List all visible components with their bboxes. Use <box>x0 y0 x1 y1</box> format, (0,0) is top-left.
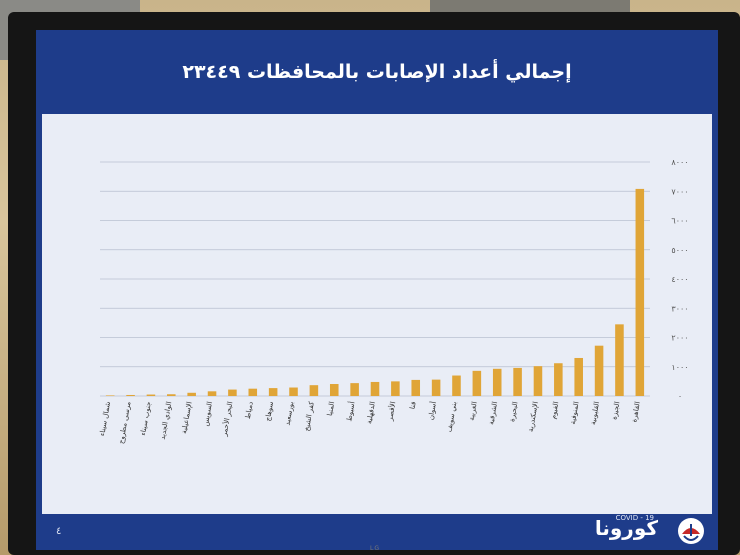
x-tick-label: شمال سيناء <box>98 401 112 437</box>
bar <box>513 367 522 396</box>
x-tick-label: الإسماعيلية <box>180 401 194 434</box>
brand-subtitle: COVID - 19 <box>615 514 654 522</box>
x-tick-label: الشرقية <box>487 401 499 425</box>
bar <box>431 379 441 396</box>
x-tick-label: المنوفية <box>569 401 581 425</box>
y-tick-label: ٦٠٠٠ <box>671 217 688 226</box>
bar <box>146 394 156 396</box>
x-tick-label: أسوان <box>426 401 438 421</box>
chart-panel: ٠ ١٠٠٠ ٢٠٠٠ ٣٠٠٠ ٤٠٠٠ ٥٠٠٠ ٦٠٠٠ ٧٠٠٠ ٨٠٠٠ شمال سي… <box>42 114 712 514</box>
slide-title: إجمالي أعداد الإصابات بالمحافظات ٢٣٤٤٩ <box>182 61 572 83</box>
x-tick-label: الأقصر <box>385 401 397 423</box>
brand-title: كورونا <box>594 516 658 540</box>
slide-footer: ٤ COVID - 19 كورونا <box>36 514 718 550</box>
y-tick-label: ٧٠٠٠ <box>671 187 688 196</box>
x-tick-label: كفر الشيخ <box>303 400 316 432</box>
x-tick-label: البحيرة <box>508 401 519 422</box>
x-tick-label: الغربية <box>468 401 479 421</box>
bar <box>554 363 563 396</box>
x-tick-label: بورسعيد <box>283 401 295 426</box>
tv-frame: إجمالي أعداد الإصابات بالمحافظات ٢٣٤٤٩ ٠… <box>8 12 740 555</box>
y-tick-label: ٢٠٠٠ <box>671 334 688 343</box>
bar <box>268 388 278 396</box>
x-tick-label: دمياط <box>244 401 255 420</box>
bar <box>167 394 176 396</box>
x-tick-label: السويس <box>202 401 214 427</box>
bar <box>309 385 319 396</box>
bar <box>635 188 645 396</box>
x-tick-label: المنيا <box>326 401 336 417</box>
y-tick-label: ٥٠٠٠ <box>671 246 688 255</box>
x-tick-label: أسيوط <box>344 401 356 422</box>
x-tick-label: الدقهلية <box>365 401 377 425</box>
bar-chart: ٠ ١٠٠٠ ٢٠٠٠ ٣٠٠٠ ٤٠٠٠ ٥٠٠٠ ٦٠٠٠ ٧٠٠٠ ٨٠٠٠ شمال سي… <box>98 158 688 445</box>
bar <box>105 395 115 396</box>
page-number: ٤ <box>56 526 62 537</box>
bar <box>452 375 461 396</box>
bar <box>350 383 359 396</box>
bar <box>187 392 196 396</box>
x-tick-label: القاهرة <box>630 401 642 423</box>
x-tick-label: بني سويف <box>445 401 458 433</box>
bar <box>492 368 502 396</box>
bar <box>248 388 258 396</box>
bar <box>594 345 604 396</box>
y-tick-label: ٨٠٠٠ <box>671 158 688 167</box>
x-tick-label: الوادي الجديد <box>159 401 174 440</box>
bar <box>329 384 339 396</box>
bar <box>370 381 380 396</box>
x-tick-label: القليوبية <box>589 401 601 426</box>
x-tick-label: الجيزة <box>610 401 621 420</box>
x-tick-label: مرسى مطروح <box>117 401 132 445</box>
title-bar: إجمالي أعداد الإصابات بالمحافظات ٢٣٤٤٩ <box>36 30 718 114</box>
x-tick-label: البحر الأحمر <box>219 401 234 438</box>
y-tick-label: ١٠٠٠ <box>671 363 688 372</box>
bar <box>472 370 482 396</box>
y-tick-label: ٠ <box>678 392 682 401</box>
tv-brand-mark: LG <box>370 545 380 552</box>
bar <box>533 366 543 396</box>
bar <box>207 391 217 396</box>
bar <box>615 324 624 396</box>
bar <box>574 357 583 396</box>
x-tick-label: الفيوم <box>549 401 560 420</box>
y-tick-label: ٣٠٠٠ <box>671 304 688 313</box>
ministry-logo-icon <box>678 518 704 544</box>
bar <box>289 387 298 396</box>
bar <box>411 379 421 396</box>
y-tick-label: ٤٠٠٠ <box>671 275 688 284</box>
bar <box>391 381 400 396</box>
x-tick-label: قنا <box>409 401 418 410</box>
slide-screen: إجمالي أعداد الإصابات بالمحافظات ٢٣٤٤٩ ٠… <box>36 30 718 550</box>
x-tick-label: سوهاج <box>264 401 275 422</box>
bar <box>126 394 135 396</box>
bar <box>228 389 237 396</box>
x-tick-label: جنوب سيناء <box>139 401 153 436</box>
x-tick-label: الإسكندرية <box>527 401 540 433</box>
